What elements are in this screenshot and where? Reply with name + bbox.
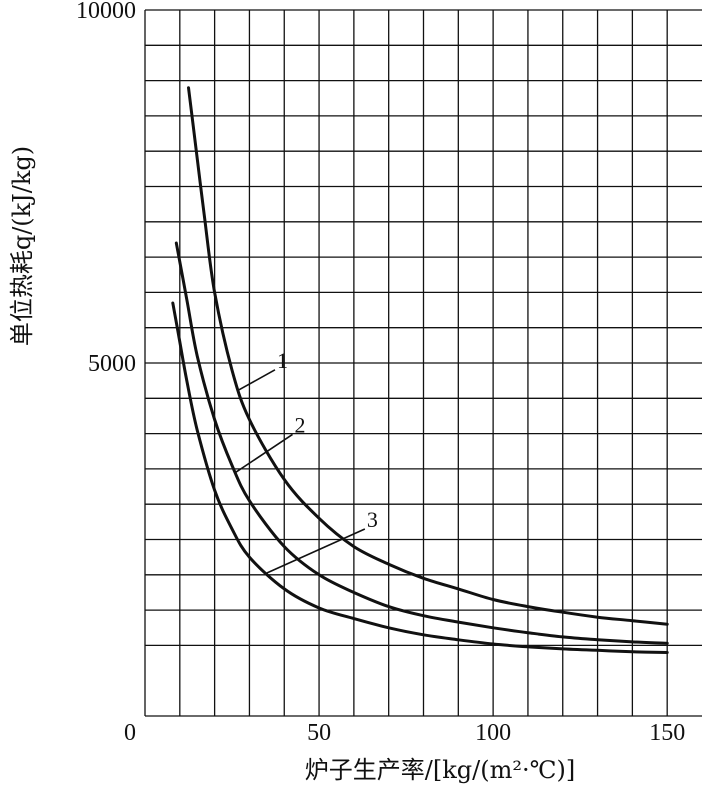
leader-line-3 — [266, 528, 366, 574]
curve-label-1: 1 — [277, 348, 288, 373]
curves — [171, 86, 669, 654]
y-axis-title: 单位热耗q/(kJ/kg) — [8, 146, 36, 346]
series-line-3 — [171, 301, 669, 654]
grid — [144, 9, 702, 717]
curve-annotations: 1 2 3 — [235, 348, 378, 574]
x-tick-label: 0 — [124, 720, 136, 746]
x-tick-label: 50 — [307, 720, 331, 746]
leader-line-1 — [238, 369, 276, 391]
curve-label-2: 2 — [295, 412, 306, 437]
x-axis-title: 炉子生产率/[kg/(m²·℃)] — [305, 756, 575, 784]
x-tick-label: 100 — [475, 720, 511, 746]
series-line-1 — [187, 86, 669, 626]
series-line-2 — [174, 241, 669, 645]
y-tick-label: 5000 — [88, 351, 136, 377]
curve-label-3: 3 — [367, 507, 378, 532]
leader-line-2 — [235, 433, 293, 474]
tick-labels: 0 50 100 150 5000 10000 — [76, 0, 685, 746]
x-tick-label: 150 — [649, 720, 685, 746]
y-tick-label: 10000 — [76, 0, 136, 24]
